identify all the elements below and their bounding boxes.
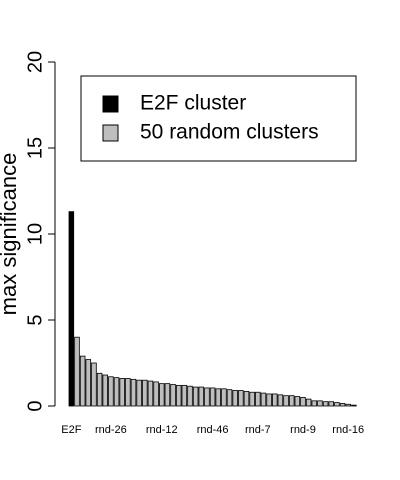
bar xyxy=(328,401,334,407)
bar xyxy=(68,211,75,407)
bar xyxy=(113,377,120,407)
x-tick-label: rnd-26 xyxy=(95,424,127,436)
bar xyxy=(215,388,221,407)
bar xyxy=(108,376,114,407)
bar xyxy=(85,359,92,407)
x-tick-label: rnd-7 xyxy=(245,424,271,436)
bar xyxy=(142,379,148,407)
bar xyxy=(260,392,267,407)
legend-label: 50 random clusters xyxy=(140,121,319,144)
bar xyxy=(311,400,318,407)
legend-label: E2F cluster xyxy=(140,92,246,115)
legend-swatch xyxy=(102,95,119,113)
bar xyxy=(102,374,109,407)
y-tick-label: 10 xyxy=(24,223,46,245)
bar xyxy=(300,396,306,407)
bar xyxy=(164,383,171,407)
bar xyxy=(339,403,346,407)
bar xyxy=(277,394,284,407)
bar xyxy=(351,404,357,407)
bar xyxy=(153,381,159,407)
y-tick-label: 20 xyxy=(24,51,46,73)
bar xyxy=(170,384,176,407)
bar xyxy=(305,398,312,407)
bar xyxy=(175,384,182,407)
bar xyxy=(317,400,323,407)
bar xyxy=(147,380,154,407)
bar xyxy=(192,386,199,407)
bar xyxy=(158,383,165,407)
bar xyxy=(79,355,86,407)
x-tick-label: rnd-9 xyxy=(290,424,316,436)
bar xyxy=(136,379,142,407)
x-tick-label: rnd-46 xyxy=(197,424,229,436)
bar xyxy=(255,391,261,407)
bar xyxy=(119,378,125,407)
bar xyxy=(209,387,216,407)
x-tick-label: rnd-12 xyxy=(146,424,178,436)
bar xyxy=(238,390,244,407)
bar xyxy=(226,389,233,407)
bar xyxy=(271,393,278,407)
y-tick-label: 5 xyxy=(24,314,46,325)
bar xyxy=(204,387,210,407)
bar xyxy=(283,395,289,407)
bar xyxy=(74,336,80,407)
bar xyxy=(181,384,188,407)
x-tick-label: E2F xyxy=(61,424,81,436)
bar xyxy=(130,378,137,407)
bar xyxy=(91,362,97,407)
bar xyxy=(232,390,238,407)
bar xyxy=(198,386,205,407)
y-axis-label: max significance xyxy=(0,153,21,316)
bar xyxy=(243,390,250,407)
y-tick-label: 15 xyxy=(24,137,46,159)
y-tick-label: 0 xyxy=(24,400,46,411)
bar xyxy=(125,378,131,407)
bar xyxy=(266,393,272,407)
bar xyxy=(221,388,227,407)
bar xyxy=(294,396,301,407)
bar xyxy=(249,391,255,407)
x-tick-label: rnd-16 xyxy=(332,424,364,436)
legend-swatch xyxy=(102,124,119,142)
bar xyxy=(345,403,351,407)
legend-box xyxy=(80,75,357,162)
bar xyxy=(187,385,193,407)
bar xyxy=(96,372,103,407)
bar xyxy=(288,395,295,407)
bar xyxy=(322,401,329,407)
bar xyxy=(334,402,340,407)
